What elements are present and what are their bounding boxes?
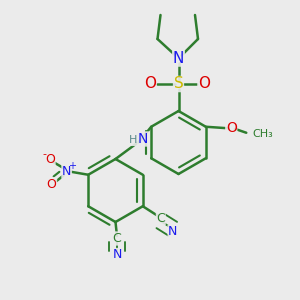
Text: O: O <box>45 153 55 166</box>
Text: O: O <box>198 76 210 92</box>
Text: C: C <box>156 212 165 225</box>
Text: O: O <box>144 76 156 92</box>
Text: +: + <box>68 161 76 171</box>
Text: N: N <box>168 225 178 238</box>
Text: N: N <box>62 165 71 178</box>
Text: O: O <box>226 121 237 135</box>
Text: -: - <box>43 149 47 159</box>
Text: C: C <box>112 232 122 245</box>
Text: N: N <box>138 132 148 146</box>
Text: H: H <box>129 136 137 146</box>
Text: N: N <box>112 248 122 262</box>
Text: O: O <box>47 178 57 191</box>
Text: CH₃: CH₃ <box>252 129 273 139</box>
Text: S: S <box>174 76 183 92</box>
Text: N: N <box>173 51 184 66</box>
